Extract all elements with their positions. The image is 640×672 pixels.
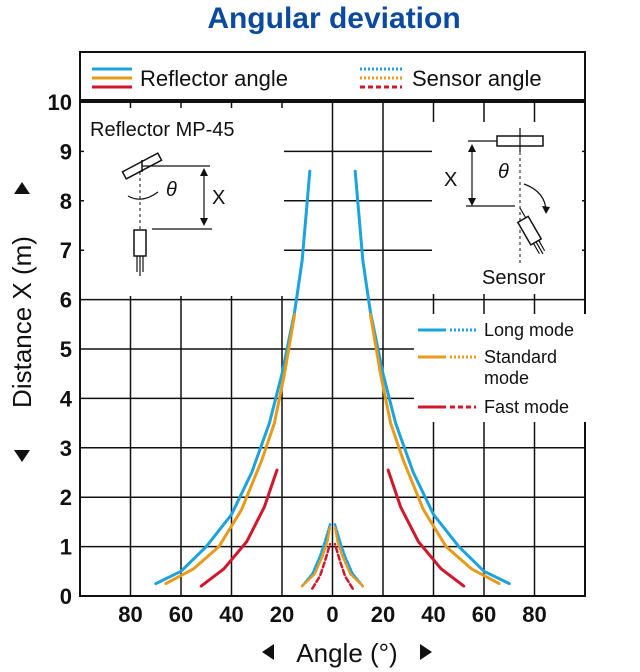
x-axis-label: Angle (°)	[296, 638, 397, 668]
y-tick-label: 0	[60, 584, 72, 609]
y-axis-label: Distance X (m)	[7, 236, 37, 408]
reflector-standard-mode-right-series-line	[368, 312, 501, 586]
y-tick-label: 1	[60, 535, 72, 560]
reflector-long-mode-left-series-line	[154, 169, 312, 586]
x-tick-label: 20	[270, 602, 294, 627]
y-tick-label: 7	[60, 238, 72, 263]
sensor-head-icon	[133, 229, 147, 276]
sensor-long-mode-right-series-line	[333, 523, 365, 588]
sensor-long-mode-left-series-line	[300, 523, 332, 588]
sensor-fast-mode-left-series-line	[311, 542, 332, 590]
legend-reflector-label: Reflector angle	[140, 66, 288, 91]
reflector-inset: Reflector MP-45 θ X	[84, 108, 284, 296]
x-tick-label: 0	[326, 602, 338, 627]
x-axis-ticks: 80 60 40 20 0 20 40 60 80	[118, 602, 546, 627]
sensor-inset-label: Sensor	[482, 267, 546, 289]
mode-legend: Long mode Standard mode Fast mode	[414, 314, 586, 422]
legend-sensor-label: Sensor angle	[412, 66, 542, 91]
mode-legend-standard-label-2: mode	[484, 368, 529, 388]
y-axis-ticks: 0 1 2 3 4 5 6 7 8 9 10	[48, 90, 73, 609]
reflector-fast-mode-left-series-line	[199, 468, 279, 588]
y-tick-label: 4	[60, 386, 73, 411]
y-tick-label: 5	[60, 337, 72, 362]
x-tick-label: 40	[219, 602, 243, 627]
y-tick-label: 8	[60, 189, 72, 214]
x-axis-title: Angle (°)	[262, 638, 432, 668]
reflector-standard-mode-left-series-line	[164, 312, 297, 586]
series	[154, 169, 511, 590]
x-tick-label: 80	[522, 602, 546, 627]
reflector-theta-label: θ	[166, 179, 177, 201]
y-tick-label: 9	[60, 139, 72, 164]
mode-legend-standard-label: Standard	[484, 347, 557, 367]
chart-title: Angular deviation	[207, 2, 460, 35]
reflector-x-label: X	[212, 187, 225, 209]
sensor-body-icon	[516, 215, 546, 255]
x-tick-label: 60	[169, 602, 193, 627]
sensor-x-label: X	[444, 169, 457, 191]
y-tick-label: 3	[60, 436, 72, 461]
reflector-angle-arc	[127, 191, 159, 200]
y-tick-label: 10	[48, 90, 72, 115]
sensor-theta-label: θ	[498, 161, 509, 183]
x-tick-label: 80	[118, 602, 142, 627]
sensor-inset: X θ Sensor	[432, 122, 582, 294]
reflector-fast-mode-right-series-line	[386, 468, 466, 588]
y-tick-label: 6	[60, 288, 72, 313]
reflector-inset-title: Reflector MP-45	[90, 119, 235, 141]
x-tick-label: 40	[421, 602, 445, 627]
sensor-standard-mode-right-series-line	[333, 525, 365, 588]
mode-legend-fast-label: Fast mode	[484, 397, 569, 417]
y-axis-title: Distance X (m)	[7, 182, 37, 462]
sensor-fast-mode-right-series-line	[333, 542, 354, 590]
mode-legend-long-label: Long mode	[484, 320, 574, 340]
y-tick-label: 2	[60, 485, 72, 510]
legend: Reflector angle Sensor angle	[79, 51, 586, 101]
sensor-standard-mode-left-series-line	[300, 525, 332, 588]
reflector-long-mode-right-series-line	[353, 169, 511, 586]
x-tick-label: 20	[371, 602, 395, 627]
x-tick-label: 60	[472, 602, 496, 627]
